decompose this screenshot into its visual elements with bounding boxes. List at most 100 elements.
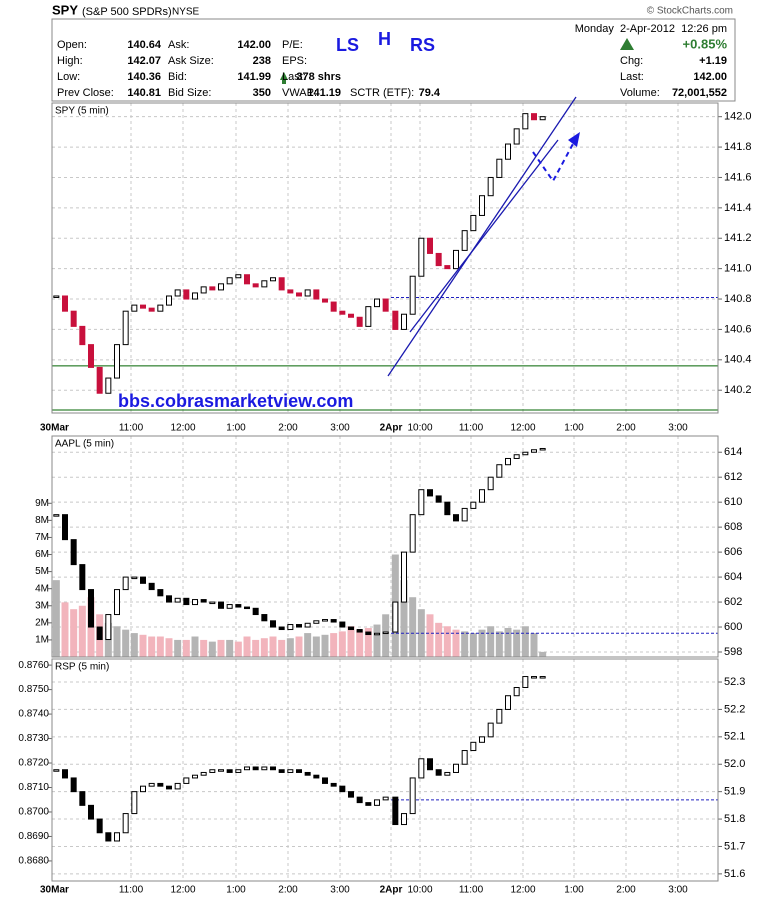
volume-bar [400,580,408,657]
candle [53,769,60,772]
quote-value: +1.19 [699,55,727,67]
y2-tick-label: 1M [35,635,49,646]
y2-tick-label: 0.8750 [18,684,49,695]
x-tick-label: 1:00 [564,423,584,434]
x-tick-label: 10:00 [407,423,432,434]
candle [531,113,537,121]
x-tick-label: 2:00 [616,885,636,896]
candle [392,310,399,330]
candle [183,777,190,784]
candle [53,514,60,517]
candle [218,283,224,291]
volume-bar [364,627,372,657]
panel-title: RSP (5 min) [55,662,109,673]
volume-bar [174,639,182,657]
volume-bar [278,639,286,657]
x-tick-label: 2Apr [380,423,403,434]
candle [382,796,389,801]
x-tick-label: 12:00 [510,423,535,434]
quote-label: Last: [282,71,306,83]
candle [453,763,459,773]
quote-label: Last: [620,71,644,83]
x-tick-label: 2:00 [278,423,298,434]
volume-bar [487,626,495,657]
quote-value: 140.81 [127,87,161,99]
candle [427,758,433,771]
x-tick-label: 3:00 [330,423,350,434]
quote-value: 140.36 [127,71,161,83]
exchange: NYSE [172,7,200,18]
volume-bar [321,634,329,657]
candle [479,489,485,503]
candle [382,298,389,312]
candle [330,782,337,787]
volume-bar [521,626,529,657]
candle [166,595,172,603]
quote-value: 142.00 [237,39,271,51]
panel-title: SPY (5 min) [55,106,109,117]
volume-bar [356,629,364,657]
candle [261,614,268,622]
quote-label: Prev Close: [57,87,114,99]
quote-value: 238 [253,55,271,67]
candle [522,676,529,689]
candle [322,298,328,303]
candle [322,777,328,784]
x-tick-label: 11:00 [459,885,484,896]
candle [479,195,485,216]
volume-bar [252,639,260,657]
candle [444,771,451,776]
candle [270,277,276,282]
candle [322,619,328,622]
candle [330,301,337,312]
candle [461,750,468,765]
y-tick-label: 52.1 [724,731,745,743]
candle [131,576,138,580]
quote-value: 72,001,552 [672,87,727,99]
candle [79,564,86,591]
candle [218,601,224,609]
quote-label: EPS: [282,55,307,67]
volume-bar [130,633,138,657]
candle [270,620,276,628]
candle [88,589,94,628]
candle [122,576,129,591]
volume-bar [478,629,486,657]
candle [200,599,207,603]
candle [140,785,146,793]
candle [392,796,399,826]
volume-bar [435,622,443,657]
y-tick-label: 141.6 [724,171,752,183]
volume-bar [330,633,338,657]
candle [209,769,216,773]
quote-label: Bid Size: [168,87,211,99]
volume-bar [61,602,69,657]
quote-label: High: [57,55,83,67]
volume-bar [409,597,417,657]
y-tick-label: 51.8 [724,813,745,825]
x-tick-label: 12:00 [170,423,195,434]
candle [88,344,94,368]
candle [226,604,233,609]
up-arrow-stem [282,79,286,84]
candle [330,619,337,623]
candle [96,626,103,641]
candle [244,766,250,771]
x-tick-label: 30Mar [40,423,69,434]
candle [374,298,380,308]
volume-bar [286,638,294,657]
candle [496,158,503,178]
candle [513,128,520,145]
quote-label: Ask Size: [168,55,214,67]
annotation: H [378,29,391,49]
candle [453,514,459,522]
y-tick-label: 141.8 [724,141,752,153]
candle [105,832,112,842]
volume-bar [461,631,469,657]
symbol-name: (S&P 500 SPDRs) [82,6,172,18]
x-tick-label: 1:00 [564,885,584,896]
candle [348,626,354,631]
candle [513,687,520,697]
candle [270,766,276,771]
